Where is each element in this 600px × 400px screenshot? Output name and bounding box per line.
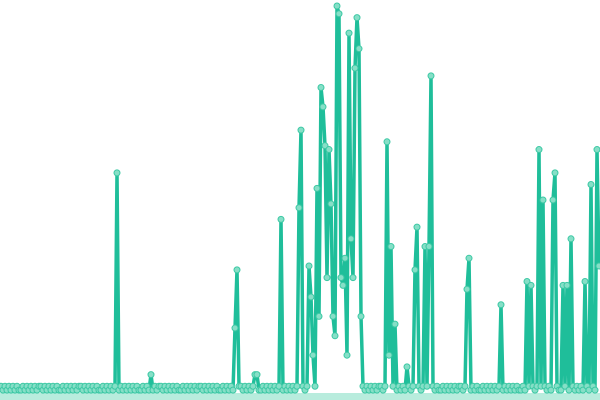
- data-point-marker: [297, 126, 305, 134]
- data-point-marker: [347, 235, 355, 243]
- data-point-marker: [567, 235, 575, 243]
- data-point-marker: [549, 196, 557, 204]
- data-point-marker: [593, 146, 600, 154]
- baseline-band: [0, 393, 600, 400]
- data-point-marker: [249, 382, 257, 390]
- data-point-marker: [309, 351, 317, 359]
- data-point-marker: [329, 312, 337, 320]
- data-point-marker: [387, 243, 395, 251]
- data-point-marker: [463, 285, 471, 293]
- data-point-marker: [331, 332, 339, 340]
- data-point-marker: [307, 293, 315, 301]
- data-point-marker: [233, 266, 241, 274]
- data-point-marker: [527, 281, 535, 289]
- data-point-marker: [497, 301, 505, 309]
- data-point-marker: [345, 29, 353, 37]
- data-point-marker: [311, 382, 319, 390]
- data-point-marker: [317, 83, 325, 91]
- data-point-marker: [327, 200, 335, 208]
- data-point-marker: [591, 386, 599, 394]
- data-point-marker: [383, 138, 391, 146]
- data-point-marker: [411, 266, 419, 274]
- data-point-marker: [595, 262, 600, 270]
- data-point-marker: [461, 382, 469, 390]
- data-point-marker: [551, 169, 559, 177]
- data-point-marker: [343, 351, 351, 359]
- series-line-group: [0, 4, 600, 392]
- data-point-marker: [427, 72, 435, 80]
- data-point-marker: [231, 324, 239, 332]
- data-point-marker: [339, 281, 347, 289]
- data-point-marker: [385, 351, 393, 359]
- data-point-marker: [409, 382, 417, 390]
- data-point-marker: [391, 320, 399, 328]
- data-point-marker: [425, 243, 433, 251]
- data-point-marker: [547, 386, 555, 394]
- data-point-marker: [303, 382, 311, 390]
- series-line: [0, 4, 600, 392]
- data-point-marker: [335, 10, 343, 18]
- data-point-marker: [325, 146, 333, 154]
- data-point-marker: [253, 371, 261, 379]
- data-point-marker: [349, 274, 357, 282]
- data-point-marker: [353, 14, 361, 22]
- data-point-marker: [423, 382, 431, 390]
- data-point-marker: [337, 274, 345, 282]
- data-point-marker: [229, 386, 237, 394]
- data-point-marker: [305, 262, 313, 270]
- data-point-marker: [341, 254, 349, 262]
- data-point-marker: [295, 204, 303, 212]
- data-point-marker: [323, 274, 331, 282]
- data-point-marker: [381, 382, 389, 390]
- data-point-marker: [535, 146, 543, 154]
- data-point-marker: [293, 382, 301, 390]
- data-point-marker: [355, 45, 363, 53]
- data-point-marker: [277, 215, 285, 223]
- data-point-marker: [563, 281, 571, 289]
- data-point-marker: [587, 180, 595, 188]
- data-point-marker: [333, 2, 341, 10]
- data-point-marker: [539, 196, 547, 204]
- data-point-marker: [313, 184, 321, 192]
- data-point-marker: [413, 223, 421, 231]
- data-point-marker: [581, 277, 589, 285]
- data-point-marker: [113, 169, 121, 177]
- data-point-marker: [319, 103, 327, 111]
- data-point-marker: [403, 363, 411, 371]
- data-point-marker: [465, 254, 473, 262]
- data-point-marker: [147, 371, 155, 379]
- data-point-marker: [351, 64, 359, 72]
- data-point-marker: [357, 312, 365, 320]
- data-point-marker: [315, 312, 323, 320]
